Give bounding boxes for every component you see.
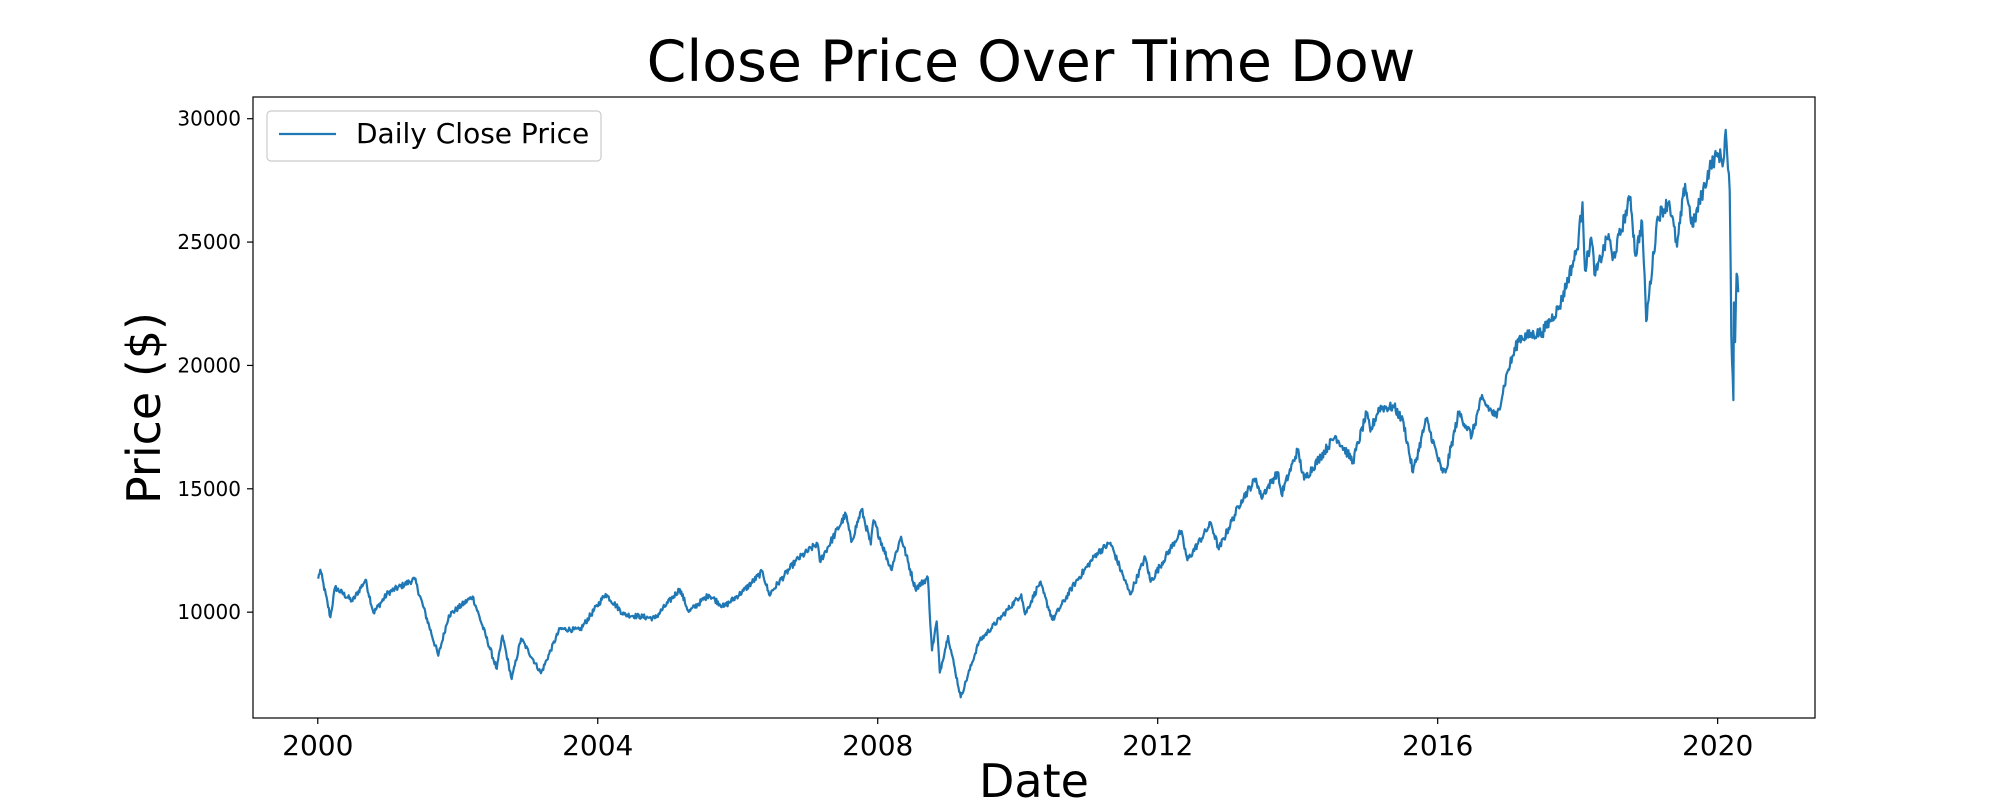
series-line-daily-close-price	[317, 128, 1740, 699]
y-axis-label: Price ($)	[117, 312, 171, 504]
plot-area	[252, 96, 1816, 719]
x-tick-label: 2004	[562, 729, 633, 762]
legend-label-daily-close-price: Daily Close Price	[356, 117, 589, 150]
y-tick-label: 10000	[177, 600, 241, 624]
x-axis-label: Date	[979, 754, 1089, 800]
x-tick-label: 2020	[1682, 729, 1753, 762]
y-tick-label: 25000	[177, 230, 241, 254]
y-tick-label: 30000	[177, 107, 241, 131]
x-axis: 2000 2004 2008 2012 2016 2020	[282, 718, 1753, 762]
y-tick-label: 20000	[177, 353, 241, 377]
chart-title: Close Price Over Time Dow	[647, 29, 1416, 95]
x-tick-label: 2008	[842, 729, 913, 762]
x-tick-label: 2000	[282, 729, 353, 762]
y-axis: 10000 15000 20000 25000 30000	[177, 107, 253, 624]
x-tick-label: 2012	[1122, 729, 1193, 762]
x-tick-label: 2016	[1402, 729, 1473, 762]
legend-box	[266, 110, 602, 162]
legend: Daily Close Price	[266, 110, 602, 162]
y-tick-label: 15000	[177, 477, 241, 501]
